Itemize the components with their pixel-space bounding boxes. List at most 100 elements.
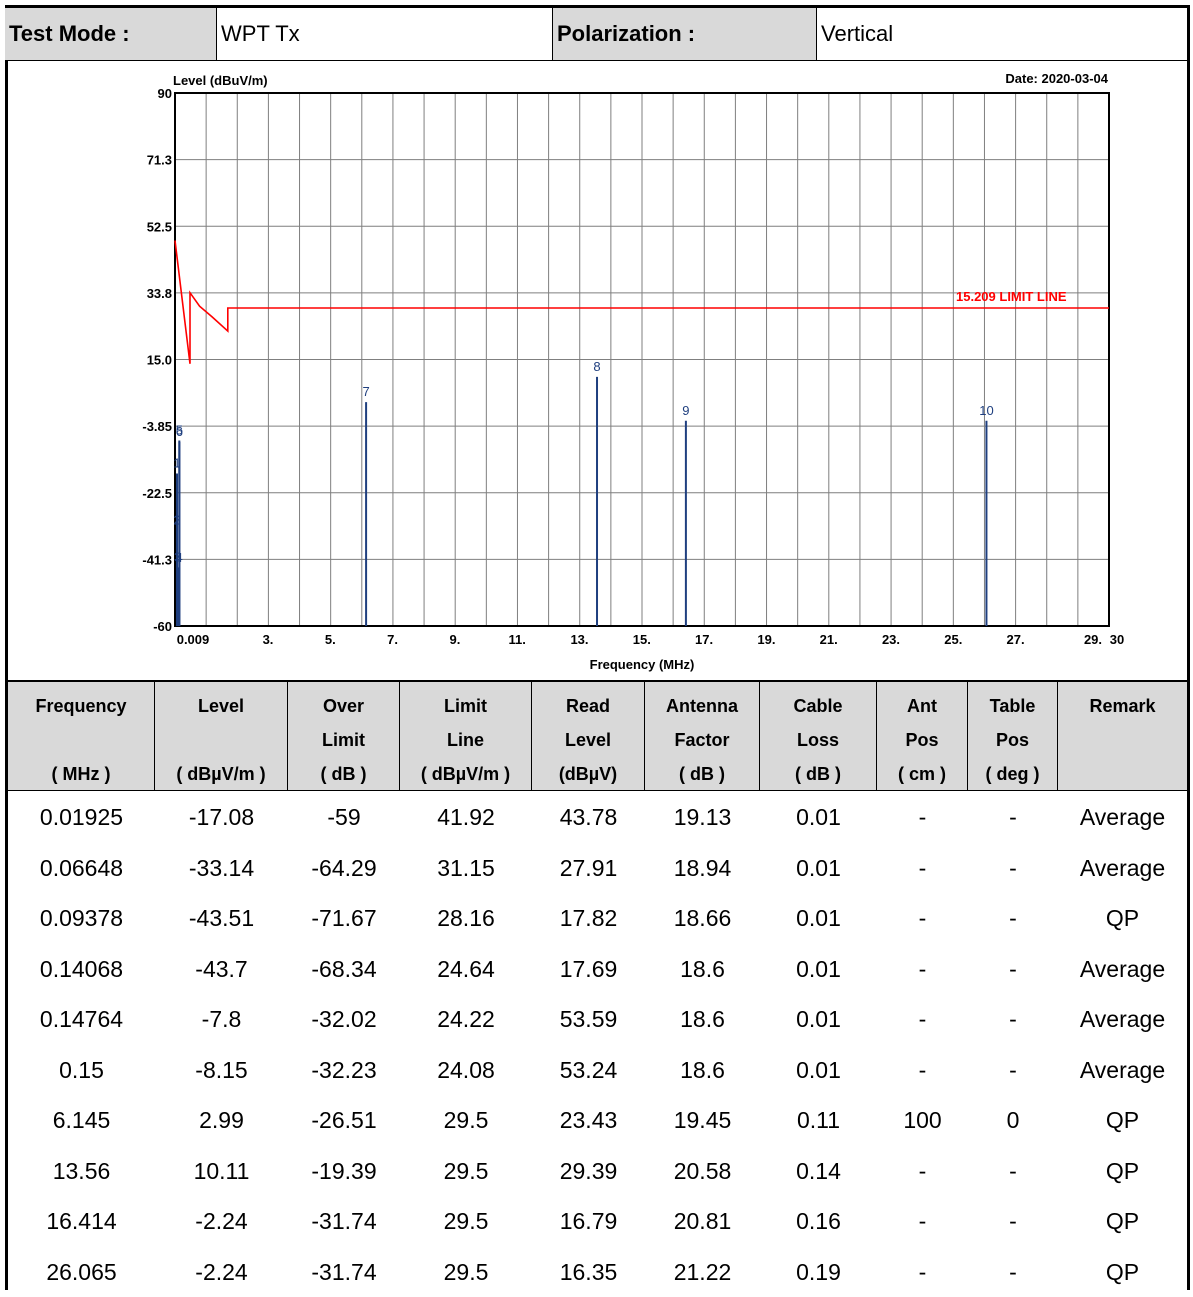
table-row: 6.145 2.99 -26.51 29.5 23.43 19.45 0.11 100 0 QP [8, 1095, 1187, 1145]
x-tick-label: 17. [695, 632, 713, 647]
table-cell: 0.14068 [39, 955, 124, 982]
column-header-line: Remark [1089, 696, 1156, 716]
column-header-line: Over [322, 696, 365, 716]
x-tick-label: 23. [882, 632, 900, 647]
column-header-line: ( cm ) [897, 764, 946, 784]
column-header-line: Pos [905, 730, 939, 750]
table-cell: 16.35 [559, 1258, 618, 1285]
column-header-line: Table [989, 696, 1036, 716]
table-cell: - [1009, 1208, 1017, 1234]
column-header: Remark [1058, 682, 1187, 790]
table-cell: -64.29 [311, 854, 377, 881]
table-row: 13.56 10.11 -19.39 29.5 29.39 20.58 0.14 - - QP [8, 1146, 1187, 1196]
table-cell: QP [1105, 1258, 1140, 1285]
x-tick-label: 13. [570, 632, 588, 647]
table-cell: 16.79 [559, 1208, 618, 1234]
table-cell: 18.66 [673, 905, 732, 931]
table-cell: -31.74 [311, 1208, 377, 1234]
table-cell: -43.51 [188, 905, 255, 931]
column-header-line: ( dBµV/m ) [176, 764, 266, 784]
marker-label-7: 7 [362, 384, 369, 399]
column-header-line: ( dB ) [679, 764, 725, 784]
column-header-line: Factor [674, 730, 730, 750]
column-header-line: Frequency [35, 696, 127, 716]
table-cell: 0.14764 [39, 1006, 124, 1032]
table-cell: 29.39 [559, 1157, 618, 1184]
test-mode-value: WPT Tx [217, 8, 553, 60]
table-cell: - [1009, 955, 1017, 982]
column-header: Table Pos ( deg ) [968, 682, 1058, 790]
table-cell: -8.15 [195, 1056, 248, 1083]
x-tick-label: 0.009 [177, 632, 210, 647]
x-tick-label: 9. [449, 632, 460, 647]
table-cell: 21.22 [673, 1258, 732, 1285]
table-cell: QP [1105, 1157, 1140, 1184]
table-row: 0.01925 -17.08 -59 41.92 43.78 19.13 0.01 - - Ave… [8, 792, 1187, 842]
table-cell: 18.6 [680, 1056, 725, 1083]
table-cell: 100 [903, 1107, 942, 1133]
emission-chart: 90 71.3 52.5 33.8 15.0 -3.85 -22.5 -41.3 -60 0.0… [8, 61, 1187, 680]
marker-label-3: 3 [174, 549, 181, 564]
y-axis-label: Level (dBuV/m) [173, 73, 268, 88]
table-cell: 18.6 [680, 1006, 725, 1032]
table-cell: - [918, 854, 927, 881]
x-tick-label: 5. [325, 632, 336, 647]
column-header: Antenna Factor ( dB ) [645, 682, 760, 790]
marker-label-8: 8 [593, 359, 600, 374]
table-cell: 24.22 [437, 1006, 495, 1032]
column-header-line: ( deg ) [985, 764, 1040, 784]
column-header-line: Line [446, 730, 484, 750]
table-cell: -33.14 [188, 854, 255, 881]
column-header-line: (dBµV) [558, 764, 618, 784]
x-tick-label: 11. [509, 632, 526, 647]
table-cell: 24.08 [437, 1056, 495, 1083]
table-cell: 28.16 [437, 905, 495, 931]
table-cell: -17.08 [188, 804, 255, 830]
table-cell: -31.74 [311, 1258, 377, 1285]
test-mode-label: Test Mode : [5, 8, 217, 60]
x-tick-label: 27. [1007, 632, 1025, 647]
x-tick-label: 19. [757, 632, 775, 647]
y-tick-label: 90 [158, 86, 172, 101]
table-cell: -68.34 [311, 955, 377, 982]
table-cell: 0.01 [796, 1006, 841, 1032]
column-header: Limit Line ( dBµV/m ) [400, 682, 532, 790]
table-cell: 29.5 [443, 1107, 489, 1133]
table-cell: - [918, 804, 927, 830]
table-cell: 0.19 [796, 1258, 841, 1285]
column-header-line: Read [565, 696, 610, 716]
column-header: Ant Pos ( cm ) [877, 682, 968, 790]
column-header-line: Loss [796, 730, 839, 750]
table-cell: - [1009, 854, 1017, 881]
table-cell: -26.51 [311, 1107, 377, 1133]
table-cell: 0.01 [796, 804, 841, 830]
y-tick-label: -41.3 [142, 552, 172, 567]
x-tick-label: 25. [944, 632, 962, 647]
table-cell: 0.01 [796, 905, 841, 931]
table-cell: - [918, 905, 927, 931]
limit-line-label: 15.209 LIMIT LINE [956, 289, 1067, 304]
header-divider [5, 60, 1190, 61]
table-cell: Average [1079, 854, 1166, 881]
table-row: 0.15 -8.15 -32.23 24.08 53.24 18.6 0.01 - - Avera… [8, 1045, 1187, 1095]
table-row: 16.414 -2.24 -31.74 29.5 16.79 20.81 0.16 - - QP [8, 1196, 1187, 1246]
marker-label-6: 6 [176, 424, 183, 439]
limit-line [174, 240, 1109, 364]
marker-label-2: 2 [173, 513, 180, 528]
table-cell: Average [1079, 955, 1166, 982]
marker-layer: 12345678910 [173, 359, 994, 626]
table-cell: 53.59 [559, 1006, 618, 1032]
table-cell: - [918, 1157, 927, 1184]
grid-layer [175, 93, 1109, 626]
column-header: Level ( dBµV/m ) [155, 682, 288, 790]
table-cell: 0 [1006, 1107, 1020, 1133]
table-cell: 29.5 [443, 1157, 489, 1184]
plot-area-border [174, 92, 1110, 627]
table-row: 0.14068 -43.7 -68.34 24.64 17.69 18.6 0.01 - - Av… [8, 944, 1187, 994]
table-cell: 19.13 [673, 804, 732, 830]
x-tick-label: 29. [1084, 632, 1102, 647]
table-cell: QP [1105, 1208, 1140, 1234]
table-cell: Average [1079, 1056, 1166, 1083]
table-cell: 43.78 [559, 804, 618, 830]
table-row: 0.09378 -43.51 -71.67 28.16 17.82 18.66 0.01 - -… [8, 893, 1187, 943]
